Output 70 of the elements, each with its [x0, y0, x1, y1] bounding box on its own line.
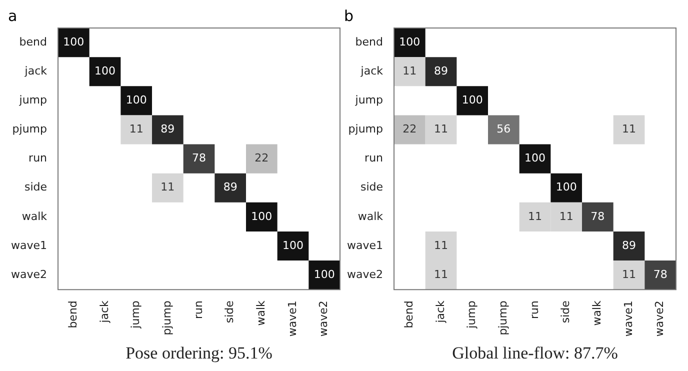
x-tick-label: run	[192, 300, 205, 320]
y-tick-label: walk	[358, 210, 384, 223]
data-label: 78	[653, 268, 668, 281]
x-tick-label: jack	[98, 300, 111, 324]
x-tick-label: wave2	[653, 300, 666, 337]
y-tick-label: wave2	[347, 268, 384, 281]
data-label: 100	[251, 210, 272, 223]
y-tick-label: bend	[355, 35, 384, 48]
data-label: 100	[94, 64, 116, 78]
data-label: 78	[590, 210, 605, 223]
data-label: 89	[434, 64, 448, 78]
x-tick-label: wave1	[286, 300, 299, 337]
y-tick-label: side	[360, 180, 384, 194]
x-tick-label: pjump	[160, 300, 174, 336]
y-tick-label: pjump	[348, 122, 384, 136]
x-tick-label: wave1	[622, 300, 635, 337]
data-label: 100	[524, 152, 546, 165]
data-label: 11	[160, 180, 175, 194]
y-tick-label: jump	[354, 94, 384, 107]
chart-title: b	[344, 6, 354, 25]
data-label: 100	[462, 94, 483, 107]
y-tick-label: jack	[360, 64, 384, 78]
x-tick-label: side	[223, 300, 236, 324]
x-tick-label: jump	[129, 300, 142, 330]
data-label: 11	[434, 268, 448, 281]
y-tick-label: jack	[24, 64, 48, 78]
x-tick-label: walk	[590, 300, 604, 326]
y-tick-label: wave2	[11, 268, 48, 281]
data-label: 100	[282, 238, 304, 252]
data-label: 100	[399, 35, 420, 48]
y-tick-label: side	[24, 180, 48, 194]
x-axis-title: Pose ordering: 95.1%	[126, 343, 272, 362]
data-label: 100	[126, 94, 147, 107]
x-tick-label: side	[559, 300, 572, 324]
x-tick-label: jack	[434, 300, 447, 324]
data-label: 11	[528, 210, 542, 223]
y-tick-label: jump	[18, 94, 48, 107]
data-label: 100	[63, 35, 84, 48]
x-tick-label: wave2	[317, 300, 330, 337]
data-label: 100	[314, 268, 335, 281]
y-tick-label: run	[28, 152, 48, 165]
y-tick-label: wave1	[11, 238, 48, 252]
y-tick-label: pjump	[12, 122, 48, 136]
data-label: 11	[434, 122, 448, 136]
y-tick-label: walk	[22, 210, 48, 223]
data-label: 78	[192, 152, 206, 165]
data-label: 89	[223, 180, 238, 194]
data-label: 11	[402, 64, 417, 78]
chart-title: a	[8, 6, 18, 25]
data-label: 11	[434, 238, 448, 252]
x-tick-label: bend	[402, 300, 416, 328]
data-label: 22	[254, 152, 269, 165]
y-tick-label: bend	[19, 35, 48, 48]
x-tick-label: pjump	[496, 300, 510, 336]
data-label: 11	[129, 122, 144, 136]
x-tick-label: run	[528, 300, 541, 320]
data-label: 11	[622, 122, 636, 136]
x-axis-title: Global line-flow: 87.7%	[452, 343, 618, 362]
data-label: 11	[622, 268, 636, 281]
data-label: 56	[496, 122, 511, 136]
data-label: 11	[559, 210, 574, 223]
data-label: 89	[622, 238, 636, 252]
x-tick-label: bend	[66, 300, 80, 328]
y-tick-label: run	[364, 152, 384, 165]
x-tick-label: jump	[465, 300, 478, 330]
y-tick-label: wave1	[347, 238, 384, 252]
data-label: 100	[556, 180, 577, 194]
x-tick-label: walk	[254, 300, 268, 326]
data-label: 89	[160, 122, 175, 136]
data-label: 22	[402, 122, 417, 136]
